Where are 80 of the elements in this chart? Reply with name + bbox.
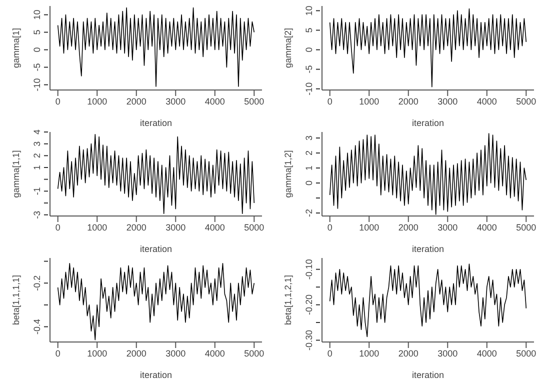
line-series	[57, 263, 255, 340]
y-axis-title: gamma[1,2]	[283, 150, 294, 198]
y-tick-label: -0.30	[304, 330, 314, 350]
x-tick-label: 5000	[244, 96, 264, 106]
y-axis-title: beta[1,1,2,1]	[283, 274, 294, 326]
x-tick-label: 4000	[476, 222, 497, 232]
x-tick-label: 0	[55, 222, 60, 232]
x-tick-label: 2000	[126, 222, 146, 232]
y-tick-label: 5	[304, 28, 314, 33]
line-series	[57, 134, 255, 214]
x-tick-label: 3000	[166, 96, 186, 106]
x-tick-label: 5000	[516, 348, 536, 358]
x-tick-label: 3000	[438, 348, 458, 358]
y-tick-label: 1	[32, 164, 42, 170]
x-tick-label: 0	[327, 348, 332, 358]
line-series	[329, 8, 527, 88]
y-tick-label: 1	[304, 165, 314, 171]
y-tick-label: 5	[32, 30, 42, 35]
x-tick-label: 2000	[398, 348, 418, 358]
x-tick-label: 1000	[87, 222, 108, 232]
x-tick-label: 3000	[438, 222, 458, 232]
y-tick-label: -10	[304, 82, 314, 96]
x-tick-label: 2000	[126, 348, 146, 358]
x-tick-label: 4000	[204, 96, 225, 106]
x-axis-title: iteration	[140, 118, 172, 128]
y-axis-title: gamma[1]	[11, 28, 22, 68]
x-tick-label: 3000	[438, 96, 458, 106]
x-tick-label: 4000	[476, 348, 497, 358]
x-tick-label: 5000	[244, 348, 264, 358]
x-tick-label: 4000	[476, 96, 497, 106]
x-tick-label: 1000	[87, 348, 108, 358]
y-tick-label: -2	[304, 208, 314, 218]
x-tick-label: 2000	[398, 222, 418, 232]
x-axis-title: iteration	[412, 370, 444, 380]
x-tick-label: 4000	[204, 222, 225, 232]
y-tick-label: -1	[32, 187, 42, 196]
x-tick-label: 3000	[166, 222, 186, 232]
x-tick-label: 0	[55, 96, 60, 106]
x-tick-label: 5000	[516, 96, 536, 106]
y-axis-title: gamma[2]	[283, 28, 294, 68]
y-tick-label: -0.4	[32, 318, 42, 334]
y-tick-label: 4	[32, 129, 42, 135]
x-axis-title: iteration	[412, 244, 444, 254]
y-tick-label: -0.2	[32, 275, 42, 291]
x-tick-label: 5000	[516, 222, 536, 232]
x-tick-label: 2000	[126, 96, 146, 106]
y-tick-label: -0.20	[304, 294, 314, 316]
x-tick-label: 3000	[166, 348, 186, 358]
y-tick-label: 0	[32, 47, 42, 52]
x-tick-label: 2000	[398, 96, 418, 106]
y-tick-label: 10	[304, 6, 314, 16]
y-tick-label: -0.10	[304, 259, 314, 280]
x-tick-label: 0	[327, 96, 332, 106]
x-tick-label: 1000	[359, 348, 380, 358]
x-tick-label: 1000	[359, 96, 380, 106]
y-tick-label: 3	[32, 141, 42, 146]
line-series	[57, 7, 255, 87]
x-tick-label: 5000	[244, 222, 264, 232]
y-tick-label: 0	[304, 180, 314, 186]
x-tick-label: 0	[327, 222, 332, 232]
x-axis-title: iteration	[412, 118, 444, 128]
x-tick-label: 4000	[204, 348, 225, 358]
y-tick-label: -5	[304, 65, 314, 74]
y-tick-label: -5	[32, 63, 42, 72]
y-tick-label: 2	[32, 153, 42, 158]
x-tick-label: 1000	[87, 96, 108, 106]
line-series	[329, 264, 527, 338]
x-axis-title: iteration	[140, 244, 172, 254]
y-tick-label: -3	[32, 210, 42, 219]
y-tick-label: 10	[32, 10, 42, 20]
y-tick-label: 0	[304, 47, 314, 52]
y-tick-label: 3	[304, 135, 314, 141]
x-axis-title: iteration	[140, 370, 172, 380]
x-tick-label: 1000	[359, 222, 380, 232]
x-tick-label: 0	[55, 348, 60, 358]
line-series	[329, 133, 527, 215]
y-tick-label: -10	[32, 78, 42, 92]
y-axis-title: gamma[1,1]	[11, 150, 22, 198]
y-tick-label: 2	[304, 150, 314, 156]
y-axis-title: beta[1,1,1,1]	[11, 274, 22, 326]
